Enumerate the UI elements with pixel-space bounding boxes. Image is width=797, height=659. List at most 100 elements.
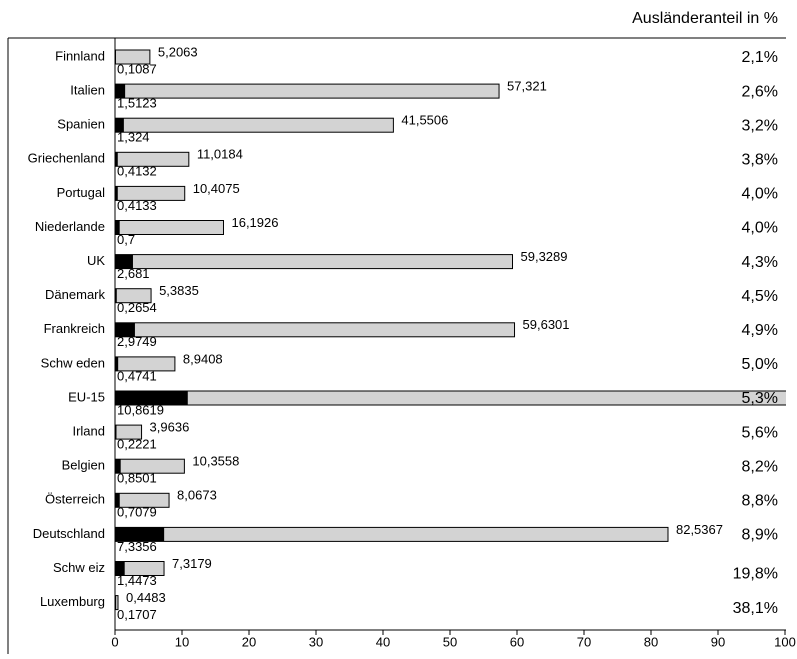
total-bar: [115, 117, 394, 133]
category-label: Spanien: [57, 117, 105, 132]
total-label: 11,0184: [197, 147, 243, 162]
total-bar: [115, 322, 516, 338]
share-label: 2,1%: [742, 49, 778, 66]
foreign-label: 1,5123: [117, 96, 157, 111]
total-label: 10,3558: [192, 454, 239, 469]
foreign-label: 2,9749: [117, 334, 157, 349]
x-tick-label: 80: [644, 634, 658, 649]
total-label: 8,0673: [177, 488, 217, 503]
foreign-bar: [115, 527, 165, 542]
share-title: Ausländeranteil in %: [632, 10, 778, 27]
share-label: 4,0%: [742, 220, 778, 237]
bars: [115, 49, 786, 611]
category-label: Finnland: [55, 48, 105, 63]
foreign-bar: [115, 254, 133, 269]
category-label: Frankreich: [44, 321, 105, 336]
category-label: Deutschland: [33, 526, 105, 541]
category-label: EU-15: [68, 389, 105, 404]
total-bar: [115, 220, 224, 235]
share-label: 38,1%: [733, 600, 778, 617]
x-tick-label: 90: [711, 634, 725, 649]
share-label: 8,2%: [742, 458, 778, 475]
x-tick-label: 40: [376, 634, 390, 649]
total-label: 5,2063: [158, 44, 198, 59]
x-tick-label: 60: [510, 634, 524, 649]
foreign-label: 0,7079: [117, 505, 157, 520]
category-label: Irland: [72, 424, 105, 439]
x-tick-label: 70: [577, 634, 591, 649]
foreign-label: 1,4473: [117, 573, 157, 588]
category-label: Portugal: [57, 185, 106, 200]
foreign-bar: [115, 50, 116, 64]
total-label: 82,5367: [676, 522, 723, 537]
foreign-bar: [115, 288, 117, 303]
foreign-bar: [115, 186, 118, 201]
category-label: Schw eden: [41, 355, 105, 370]
share-label: 5,6%: [742, 424, 778, 441]
foreign-label: 0,1087: [117, 61, 157, 76]
category-label: Österreich: [45, 492, 105, 507]
x-tick-label: 10: [175, 634, 189, 649]
share-label: 8,9%: [742, 527, 778, 544]
foreign-bar: [115, 118, 124, 133]
share-label: 4,0%: [742, 186, 778, 203]
foreign-bar: [115, 356, 119, 371]
total-bar: [115, 151, 190, 167]
total-label: 57,321: [507, 79, 547, 94]
share-label: 4,5%: [742, 288, 778, 305]
foreign-bar: [115, 152, 118, 167]
foreign-bar: [115, 459, 121, 474]
total-bar: [115, 458, 185, 474]
total-label: 10,4075: [193, 181, 240, 196]
foreign-bar: [115, 425, 117, 440]
x-tick-label: 50: [443, 634, 457, 649]
category-label: UK: [87, 253, 105, 268]
share-label: 2,6%: [742, 83, 778, 100]
foreign-label: 7,3356: [117, 539, 157, 554]
foreign-label: 0,4133: [117, 198, 157, 213]
foreign-label: 0,2654: [117, 300, 157, 315]
foreign-bar: [115, 561, 125, 576]
total-label: 41,5506: [401, 113, 448, 128]
x-tick-label: 20: [242, 634, 256, 649]
share-label: 4,9%: [742, 322, 778, 339]
total-bar: [115, 561, 165, 576]
foreign-label: 0,2221: [117, 437, 157, 452]
foreign-bar: [115, 220, 120, 235]
total-label: 16,1926: [231, 215, 278, 230]
foreign-bar: [115, 84, 126, 99]
category-label: Luxemburg: [40, 594, 105, 609]
total-bar: [115, 254, 514, 270]
total-label: 59,6301: [523, 317, 570, 332]
total-bar: [115, 526, 669, 542]
total-bar: [115, 185, 186, 201]
category-label: Italien: [70, 83, 105, 98]
x-tick-label: 100: [774, 634, 796, 649]
x-tick-label: 30: [309, 634, 323, 649]
category-label: Schw eiz: [53, 560, 105, 575]
total-bar: [115, 424, 143, 440]
total-bar: [115, 49, 151, 65]
foreign-bar: [115, 595, 117, 610]
total-bar: [115, 595, 119, 611]
foreign-label: 2,681: [117, 266, 150, 281]
total-label: 8,9408: [183, 351, 223, 366]
foreign-label: 0,4741: [117, 368, 157, 383]
total-bar: [115, 390, 786, 406]
total-label: 7,3179: [172, 556, 212, 571]
foreign-bar: [115, 391, 188, 405]
share-label: 5,3%: [742, 390, 778, 407]
total-label: 3,9636: [150, 420, 190, 435]
share-label: 5,0%: [742, 356, 778, 373]
foreign-label: 1,324: [117, 130, 150, 145]
total-label: 5,3835: [159, 283, 199, 298]
total-label: 59,3289: [521, 249, 568, 264]
foreign-bar: [115, 322, 135, 337]
total-bar: [115, 83, 500, 99]
foreign-bar: [115, 493, 120, 508]
share-label: 4,3%: [742, 254, 778, 271]
foreign-label: 0,7: [117, 232, 135, 247]
total-bar: [115, 288, 152, 304]
share-label: 19,8%: [733, 566, 778, 583]
x-tick-label: 0: [111, 634, 118, 649]
